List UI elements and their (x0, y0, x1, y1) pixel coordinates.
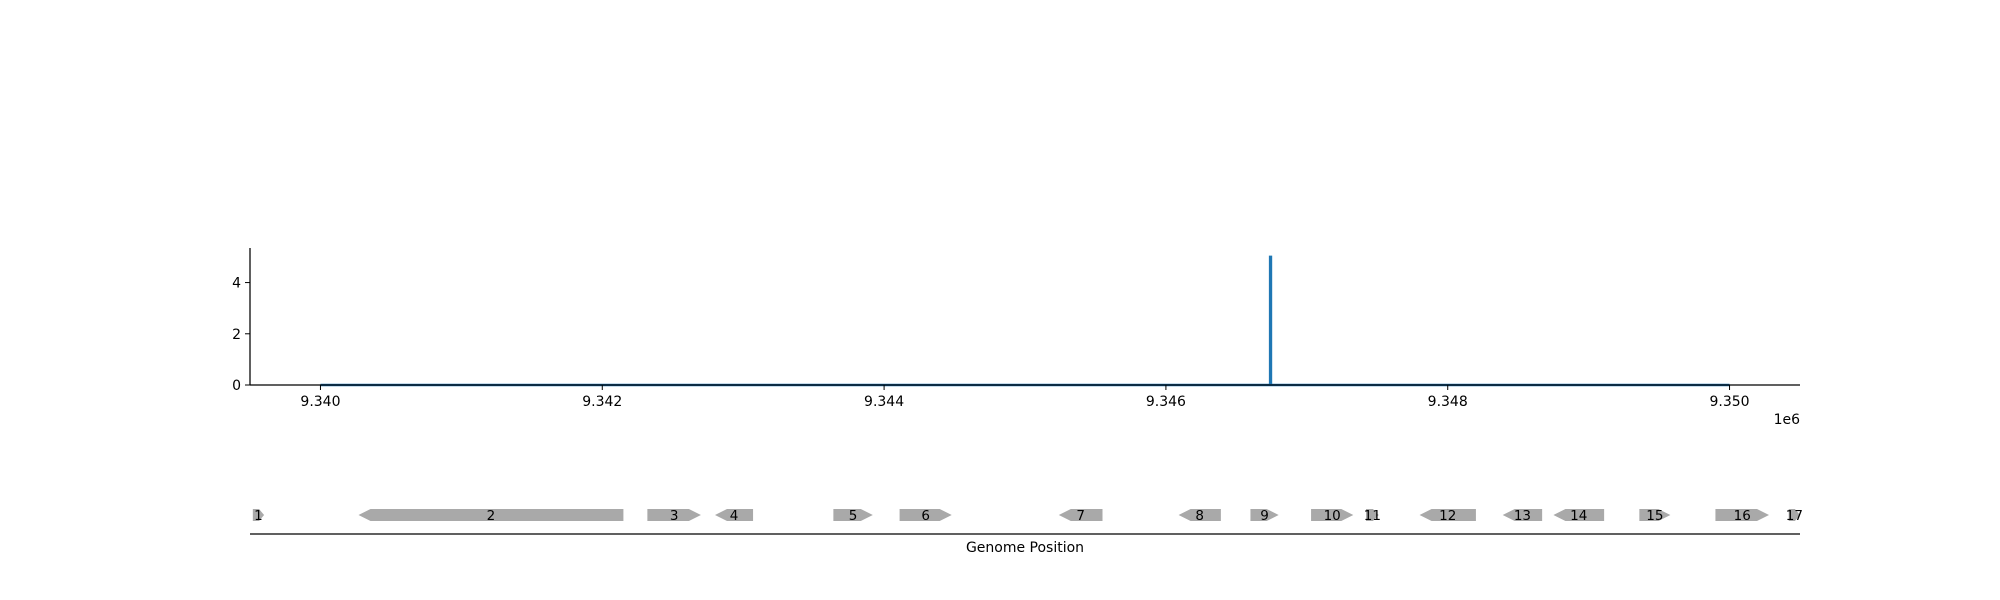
x-tick-label: 9.342 (582, 394, 622, 410)
gene-arrow (1639, 509, 1671, 521)
gene-arrow (647, 509, 701, 521)
gene-label: 16 (1734, 508, 1751, 524)
gene-label: 7 (1076, 508, 1085, 524)
y-tick-label: 0 (232, 378, 241, 394)
gene-label: 9 (1260, 508, 1269, 524)
gene-label: 14 (1570, 508, 1587, 524)
gene-arrow (1311, 509, 1354, 521)
gene-arrow (1553, 509, 1605, 521)
gene-label: 17 (1786, 508, 1803, 524)
gene-label: 2 (487, 508, 496, 524)
gene-label: 10 (1324, 508, 1341, 524)
y-tick-label: 4 (232, 276, 241, 292)
gene-arrow (833, 509, 873, 521)
coverage-line-chart: 9.340 9.342 9.344 9.346 9.348 9.350 0 2 4 1e6 (232, 248, 1800, 428)
x-tick-label: 9.346 (1146, 394, 1186, 410)
gene-arrow (1058, 509, 1103, 521)
gene-label: 12 (1439, 508, 1456, 524)
x-axis-offset-label: 1e6 (1774, 412, 1801, 428)
gene-arrow (1788, 509, 1800, 521)
x-tick-label: 9.350 (1709, 394, 1749, 410)
gene-label: 15 (1646, 508, 1663, 524)
gene-arrow (252, 509, 265, 521)
gene-arrow (1502, 509, 1543, 521)
gene-arrow (358, 509, 624, 521)
x-tick-label: 9.344 (864, 394, 904, 410)
gene-track: 1 2 3 4 5 6 7 8 9 10 11 12 13 14 15 16 17 Genome Positio… (250, 508, 1803, 556)
gene-arrows: 1 2 3 4 5 6 7 8 9 10 11 12 13 14 15 16 17 (252, 508, 1803, 524)
x-axis-ticks: 9.340 9.342 9.344 9.346 9.348 9.350 (300, 385, 1750, 410)
y-tick-label: 2 (232, 327, 241, 343)
gene-label: 3 (670, 508, 679, 524)
gene-track-xlabel: Genome Position (966, 540, 1084, 556)
gene-arrow (1250, 509, 1279, 521)
x-tick-label: 9.340 (300, 394, 340, 410)
gene-arrow (715, 509, 754, 521)
gene-label: 1 (254, 508, 263, 524)
gene-label: 8 (1195, 508, 1204, 524)
gene-arrow (899, 509, 952, 521)
gene-label: 13 (1514, 508, 1531, 524)
gene-arrow (1715, 509, 1769, 521)
gene-arrow (1366, 509, 1379, 521)
gene-arrow (1419, 509, 1476, 521)
gene-label: 11 (1364, 508, 1381, 524)
gene-arrow (1178, 509, 1221, 521)
gene-label: 5 (849, 508, 858, 524)
gene-label: 6 (921, 508, 930, 524)
gene-label: 4 (730, 508, 739, 524)
x-tick-label: 9.348 (1428, 394, 1468, 410)
y-axis-ticks: 0 2 4 (232, 276, 250, 394)
